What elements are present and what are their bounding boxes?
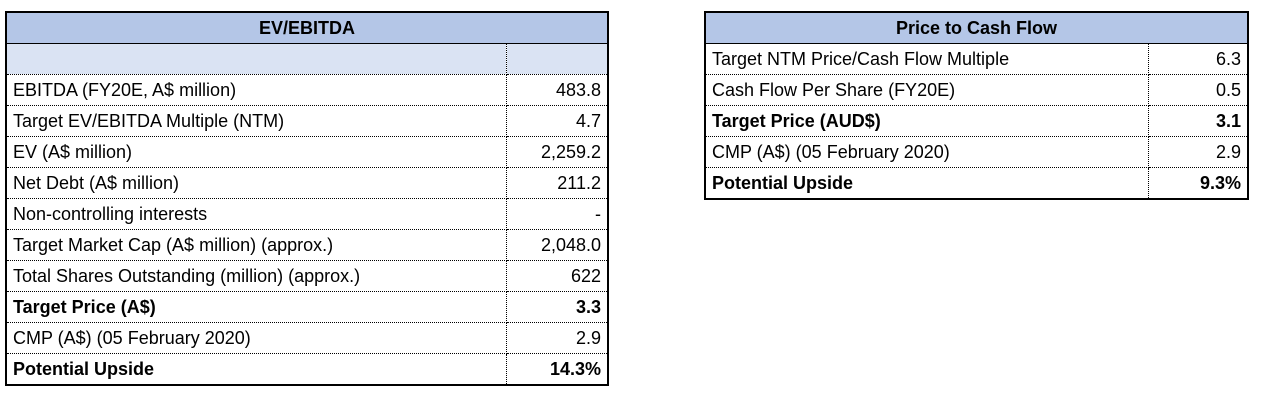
table-row-potential-upside: Potential Upside 14.3%: [6, 353, 608, 385]
row-value: 211.2: [506, 167, 609, 199]
table-row: Target NTM Price/Cash Flow Multiple 6.3: [705, 43, 1249, 75]
row-label: Target Price (AUD$): [705, 105, 1149, 137]
table-row-target-price: Target Price (A$) 3.3: [6, 291, 609, 323]
row-label: EBITDA (FY20E, A$ million): [6, 74, 507, 106]
row-value: 14.3%: [549, 358, 602, 379]
table-row: Target EV/EBITDA Multiple (NTM) 4.7: [6, 105, 609, 137]
row-label: Net Debt (A$ million): [6, 167, 507, 199]
row-label: CMP (A$) (05 February 2020): [705, 136, 1149, 168]
table-row: CMP (A$) (05 February 2020) 2.9: [6, 322, 609, 354]
row-value: 2.9: [506, 322, 609, 354]
row-value: 622: [506, 260, 609, 292]
row-value: 2.9: [1148, 136, 1249, 168]
ev-ebitda-header-row: EV/EBITDA: [6, 12, 609, 44]
table-row: Net Debt (A$ million) 211.2: [6, 167, 609, 199]
row-value: 9.3%: [1199, 172, 1242, 193]
row-label: [6, 43, 507, 75]
row-label: Potential Upside: [6, 353, 507, 385]
table-row: EBITDA (FY20E, A$ million) 483.8: [6, 74, 609, 106]
row-value: 0.5: [1148, 74, 1249, 106]
table-row: Non-controlling interests -: [6, 198, 609, 230]
row-label: EV (A$ million): [6, 136, 507, 168]
row-label: Target EV/EBITDA Multiple (NTM): [6, 105, 507, 137]
price-to-cash-flow-header-row: Price to Cash Flow: [705, 12, 1249, 44]
row-label: Total Shares Outstanding (million) (appr…: [6, 260, 507, 292]
row-value: [506, 43, 609, 75]
row-label: Cash Flow Per Share (FY20E): [705, 74, 1149, 106]
row-label: Target Price (A$): [6, 291, 507, 323]
row-value: 483.8: [506, 74, 609, 106]
row-value: 3.1: [1148, 105, 1249, 137]
table-row: Total Shares Outstanding (million) (appr…: [6, 260, 609, 292]
table-row: Cash Flow Per Share (FY20E) 0.5: [705, 74, 1249, 106]
row-label: Target Market Cap (A$ million) (approx.): [6, 229, 507, 261]
row-value: 4.7: [506, 105, 609, 137]
ev-ebitda-blank-row: [6, 43, 609, 75]
price-to-cash-flow-table: Price to Cash Flow Target NTM Price/Cash…: [704, 11, 1250, 200]
table-row-target-price: Target Price (AUD$) 3.1: [705, 105, 1249, 137]
row-value: 3.3: [506, 291, 609, 323]
row-value: 2,259.2: [506, 136, 609, 168]
price-to-cash-flow-title: Price to Cash Flow: [705, 12, 1249, 44]
row-label: Target NTM Price/Cash Flow Multiple: [705, 43, 1149, 75]
table-row: Target Market Cap (A$ million) (approx.)…: [6, 229, 609, 261]
row-value: 2,048.0: [506, 229, 609, 261]
row-label: Non-controlling interests: [6, 198, 507, 230]
table-row: CMP (A$) (05 February 2020) 2.9: [705, 136, 1249, 168]
table-row: EV (A$ million) 2,259.2: [6, 136, 609, 168]
row-label: CMP (A$) (05 February 2020): [6, 322, 507, 354]
ev-ebitda-table: EV/EBITDA EBITDA (FY20E, A$ million) 483…: [5, 11, 610, 386]
table-row-potential-upside: Potential Upside 9.3%: [705, 167, 1248, 199]
row-value: -: [506, 198, 609, 230]
row-value: 6.3: [1148, 43, 1249, 75]
row-label: Potential Upside: [705, 167, 1149, 199]
ev-ebitda-title: EV/EBITDA: [6, 12, 609, 44]
